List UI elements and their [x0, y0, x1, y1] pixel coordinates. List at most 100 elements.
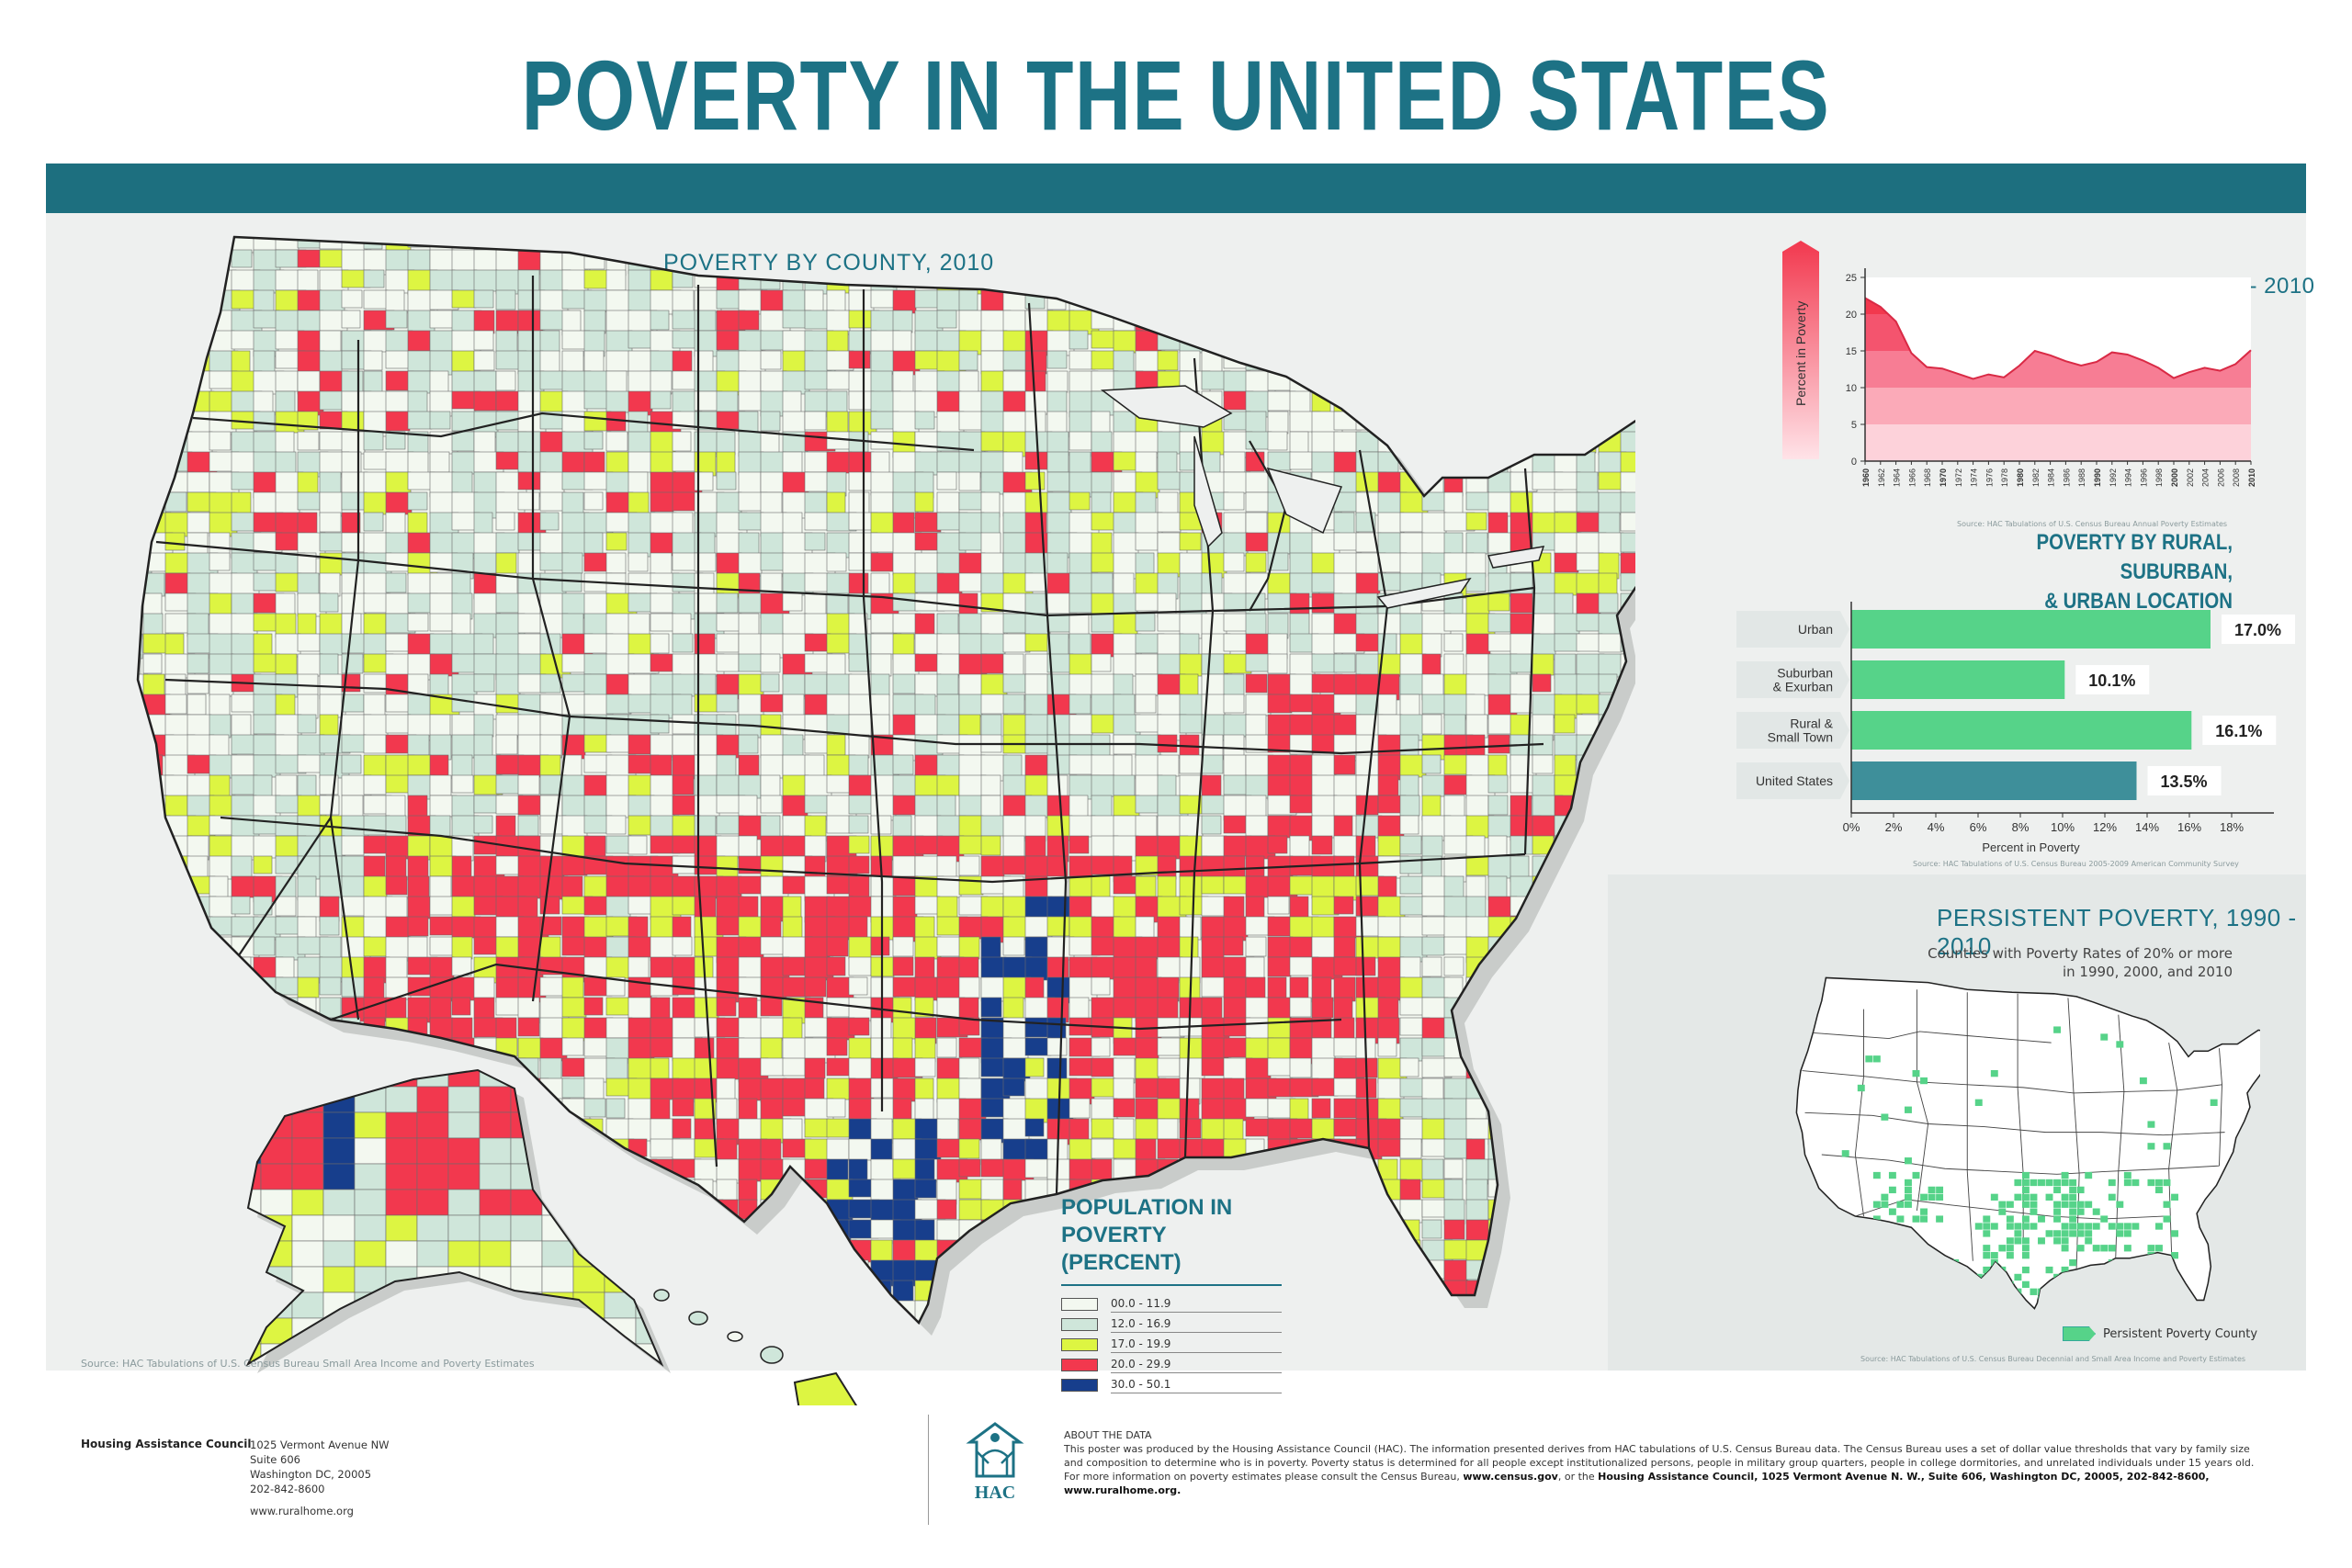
persistent-county	[2092, 1280, 2100, 1289]
county-cell	[99, 1058, 128, 1084]
county-cell	[673, 1341, 693, 1367]
county-cell	[1091, 249, 1115, 275]
hac-contact-link[interactable]: Housing Assistance Council, 1025 Vermont…	[1064, 1471, 2210, 1496]
county-cell	[1024, 1158, 1048, 1179]
county-cell	[209, 1179, 241, 1200]
county-cell	[980, 532, 1001, 556]
persistent-county	[2147, 1252, 2155, 1259]
county-cell	[936, 694, 960, 716]
county-cell	[416, 1163, 449, 1190]
county-cell	[650, 1037, 676, 1058]
county-cell	[1114, 1402, 1141, 1405]
persistent-county	[1990, 1193, 1998, 1201]
county-cell	[1510, 754, 1537, 779]
county-cell	[892, 1158, 918, 1179]
county-cell	[231, 835, 255, 861]
county-cell	[231, 1259, 254, 1284]
county-cell	[1201, 795, 1226, 815]
county-cell	[1245, 592, 1266, 615]
county-cell	[871, 1361, 895, 1384]
county-cell	[628, 451, 653, 473]
county-cell	[187, 431, 213, 454]
county-cell	[77, 1280, 96, 1298]
county-cell	[451, 269, 478, 295]
county-cell	[142, 1239, 167, 1262]
persistent-county	[2006, 1245, 2014, 1252]
county-cell	[1443, 289, 1471, 314]
county-cell	[1025, 1361, 1051, 1381]
persistent-county	[1951, 1258, 1960, 1267]
county-cell	[138, 512, 152, 533]
county-cell	[605, 532, 628, 551]
county-cell	[99, 674, 125, 694]
county-cell	[1577, 1382, 1600, 1404]
county-cell	[1046, 956, 1069, 980]
county-cell	[1002, 310, 1026, 334]
county-cell	[1157, 855, 1177, 880]
county-cell	[1532, 1300, 1558, 1323]
county-cell	[1465, 1118, 1491, 1140]
county-cell	[99, 351, 128, 375]
bar-value-box	[2202, 716, 2277, 745]
county-cell	[473, 653, 499, 675]
county-cell	[164, 1199, 195, 1218]
county-cell	[804, 1057, 826, 1079]
county-cell	[695, 1402, 717, 1405]
county-cell	[142, 249, 167, 272]
county-cell	[99, 1200, 121, 1220]
county-cell	[99, 1321, 121, 1341]
county-cell	[187, 1118, 214, 1145]
county-cell	[1532, 1219, 1562, 1240]
county-cell	[187, 310, 207, 329]
county-cell	[1311, 1199, 1342, 1221]
county-cell	[517, 734, 543, 758]
county-cell	[1488, 1382, 1519, 1403]
county-cell	[209, 673, 234, 697]
county-cell	[1333, 390, 1363, 414]
county-cell	[572, 1317, 605, 1345]
county-cell	[1399, 249, 1426, 275]
county-cell	[650, 916, 675, 939]
county-cell	[1333, 1199, 1353, 1219]
county-cell	[1532, 370, 1562, 389]
county-cell	[605, 237, 628, 253]
county-cell	[253, 1077, 273, 1098]
county-cell	[1311, 1300, 1343, 1323]
county-cell	[782, 592, 803, 612]
county-cell	[99, 694, 119, 713]
county-cell	[1002, 451, 1023, 474]
county-cell	[1532, 1259, 1556, 1282]
county-cell	[142, 1280, 174, 1301]
county-cell	[354, 1070, 387, 1088]
county-cell	[1510, 1361, 1538, 1381]
county-cell	[1069, 1098, 1091, 1119]
county-cell	[138, 956, 144, 982]
persistent-county	[1936, 1215, 1944, 1223]
persistent-county	[2108, 1193, 2116, 1201]
footer-website-link[interactable]: www.ruralhome.org	[250, 1505, 354, 1517]
county-cell	[322, 1111, 356, 1139]
county-cell	[1223, 633, 1248, 652]
county-cell	[893, 1361, 911, 1383]
county-cell	[209, 1219, 232, 1241]
county-cell	[541, 1266, 574, 1293]
county-cell	[892, 237, 917, 255]
county-cell	[605, 269, 627, 291]
county-cell	[473, 350, 495, 371]
county-cell	[1333, 1017, 1355, 1040]
county-cell	[297, 613, 317, 636]
county-cell	[495, 734, 518, 755]
county-cell	[495, 714, 522, 738]
county-cell	[1421, 350, 1452, 370]
county-cell	[604, 1240, 637, 1268]
county-cell	[1598, 653, 1624, 678]
county-cell	[319, 350, 343, 376]
census-link[interactable]: www.census.gov	[1463, 1471, 1558, 1483]
county-cell	[77, 1382, 96, 1400]
county-cell	[1554, 1037, 1586, 1065]
county-cell	[694, 976, 720, 998]
county-cell	[760, 350, 782, 370]
county-cell	[319, 249, 344, 268]
county-cell	[1577, 1361, 1599, 1384]
county-cell	[914, 249, 935, 271]
